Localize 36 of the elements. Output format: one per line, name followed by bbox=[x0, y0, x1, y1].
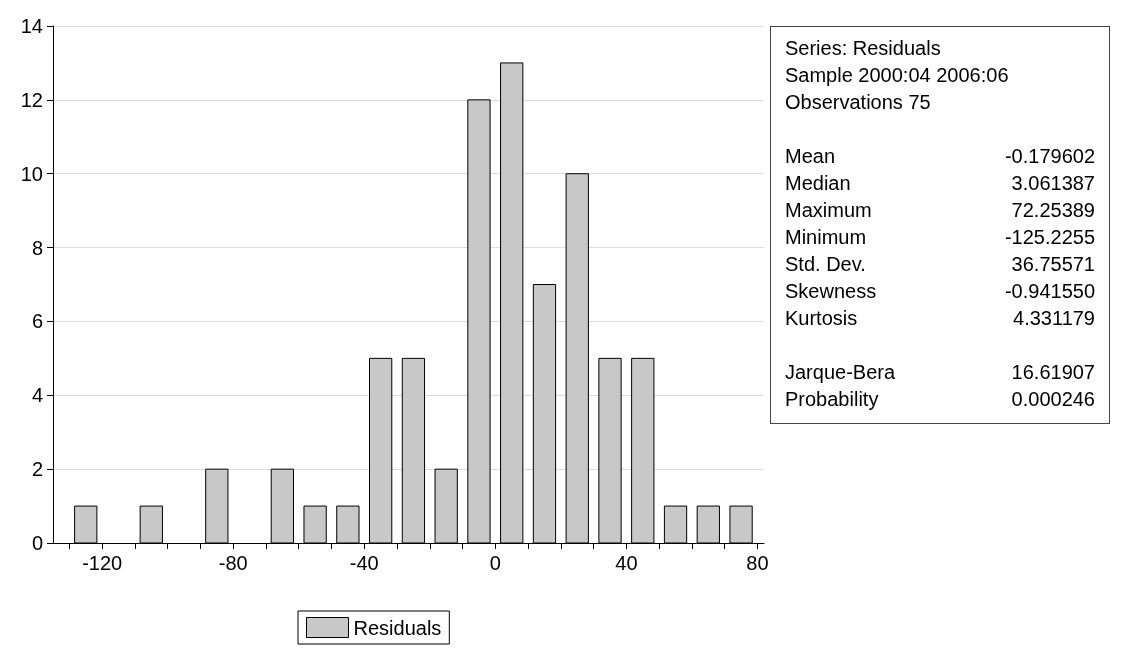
y-tick-label: 12 bbox=[20, 88, 43, 111]
x-tick-label: -80 bbox=[218, 552, 248, 574]
text: 36.75571 bbox=[1011, 253, 1095, 275]
x-tick-label: 80 bbox=[746, 552, 769, 574]
legend-label: Residuals bbox=[353, 616, 442, 639]
y-tick-label: 4 bbox=[31, 384, 43, 407]
y-tick-label: 8 bbox=[31, 236, 43, 259]
text: Sample 2000:04 2006:06 bbox=[785, 64, 1009, 86]
x-tick-label: 40 bbox=[615, 552, 638, 574]
category-label: Median bbox=[785, 171, 851, 196]
text: 72.25389 bbox=[1011, 199, 1095, 221]
text: 16.61907 bbox=[1011, 361, 1095, 383]
x-tick-label: -40 bbox=[349, 552, 379, 574]
category-label: Skewness bbox=[785, 279, 877, 304]
text: -125.2255 bbox=[1004, 226, 1095, 248]
x-tick-label: 0 bbox=[489, 552, 501, 574]
category-label: Mean bbox=[785, 144, 836, 169]
category-label: Maximum bbox=[785, 198, 872, 223]
text: 4.331179 bbox=[1013, 307, 1095, 329]
text: Observations 75 bbox=[785, 91, 931, 113]
y-tick-label: 10 bbox=[20, 162, 43, 185]
category-label: Kurtosis bbox=[785, 306, 858, 331]
text: -0.941550 bbox=[1004, 280, 1095, 302]
category-label: Minimum bbox=[785, 225, 867, 250]
x-tick-label: -120 bbox=[82, 552, 123, 574]
y-tick-label: 2 bbox=[31, 458, 43, 481]
text: 3.061387 bbox=[1011, 172, 1095, 194]
text: 0.000246 bbox=[1011, 388, 1095, 410]
category-label: Std. Dev. bbox=[785, 252, 866, 277]
y-tick-label: 0 bbox=[31, 532, 43, 554]
text: -0.179602 bbox=[1004, 145, 1095, 167]
text: Series: Residuals bbox=[785, 37, 941, 59]
category-label: Probability bbox=[785, 387, 879, 412]
category-label: Jarque-Bera bbox=[785, 360, 896, 385]
y-tick-label: 14 bbox=[20, 15, 43, 37]
y-tick-label: 6 bbox=[31, 310, 43, 333]
